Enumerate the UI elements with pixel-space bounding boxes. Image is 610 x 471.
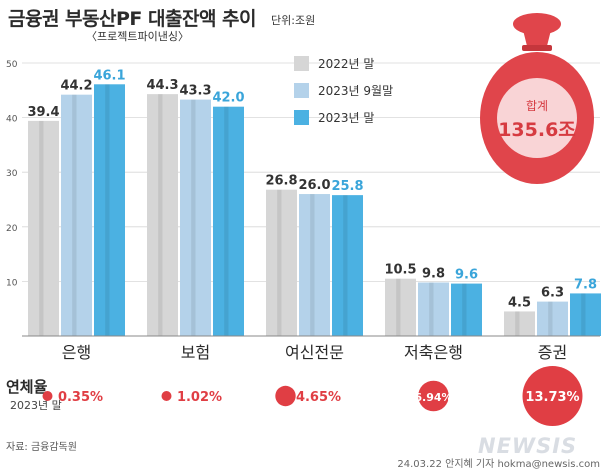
bar-shade bbox=[310, 194, 315, 336]
bag-top bbox=[513, 13, 561, 35]
bar bbox=[332, 195, 363, 336]
category-label: 저축은행 bbox=[404, 343, 463, 362]
bar bbox=[266, 189, 297, 336]
bar bbox=[299, 194, 330, 336]
legend-item: 2023년 말 bbox=[294, 104, 393, 131]
data-label: 26.8 bbox=[265, 174, 297, 189]
data-label: 10.5 bbox=[384, 263, 416, 278]
unit-label: 단위:조원 bbox=[271, 14, 316, 27]
credit-line: 24.03.22 안지혜 기자 hokma@newsis.com bbox=[397, 459, 600, 470]
bar bbox=[180, 99, 211, 336]
bar-shade bbox=[191, 99, 196, 336]
delinquency-subtitle: 2023년 말 bbox=[10, 399, 62, 412]
delinquency-value: 1.02% bbox=[177, 390, 222, 405]
delinquency-dot bbox=[42, 391, 53, 401]
delinquency-value: 0.35% bbox=[58, 390, 103, 405]
data-label: 42.0 bbox=[212, 91, 244, 106]
legend-item: 2023년 9월말 bbox=[294, 77, 393, 104]
bar-shade bbox=[343, 195, 348, 336]
y-tick-label: 40 bbox=[6, 115, 18, 125]
chart-subtitle: 〈프로젝트파이낸싱〉 bbox=[86, 30, 189, 43]
legend-label: 2023년 9월말 bbox=[318, 84, 394, 98]
y-tick-label: 50 bbox=[6, 60, 18, 70]
legend-label: 2022년 말 bbox=[318, 57, 375, 71]
newsis-watermark: NEWSIS bbox=[478, 434, 578, 458]
data-label: 26.0 bbox=[298, 178, 330, 193]
bar bbox=[537, 301, 568, 336]
bar bbox=[570, 293, 601, 336]
category-label: 여신전문 bbox=[285, 343, 344, 362]
bar-shade bbox=[39, 120, 44, 336]
data-label: 9.6 bbox=[455, 268, 478, 283]
delinquency-value: 4.65% bbox=[296, 390, 341, 405]
bar-shade bbox=[548, 301, 553, 336]
delinquency-dot bbox=[275, 385, 296, 407]
source-note: 자료: 금융감독원 bbox=[6, 442, 77, 453]
bag-value: 135.6조 bbox=[498, 119, 576, 141]
bar-shade bbox=[462, 283, 467, 336]
bar bbox=[94, 84, 125, 336]
data-label: 39.4 bbox=[27, 105, 59, 120]
bag-inner-circle bbox=[497, 78, 577, 158]
data-label: 46.1 bbox=[93, 68, 125, 83]
bar-shade bbox=[105, 84, 110, 336]
bar bbox=[28, 120, 59, 336]
bar bbox=[147, 94, 178, 336]
bar bbox=[504, 311, 535, 336]
delinquency-value: 6.94% bbox=[414, 391, 452, 404]
data-label: 9.8 bbox=[422, 266, 445, 281]
chart-title: 금융권 부동산PF 대출잔액 추이 bbox=[8, 8, 257, 30]
legend-swatch-2022 bbox=[294, 56, 309, 71]
data-label: 44.3 bbox=[146, 78, 178, 93]
data-label: 4.5 bbox=[508, 295, 531, 310]
delinquency-dot bbox=[522, 366, 583, 426]
legend-swatch-2023-sep bbox=[294, 83, 309, 98]
bar bbox=[451, 283, 482, 336]
y-tick-label: 10 bbox=[6, 278, 18, 288]
bag-label: 합계 bbox=[526, 99, 548, 113]
bar bbox=[61, 94, 92, 336]
data-label: 7.8 bbox=[574, 277, 597, 292]
bar bbox=[213, 106, 244, 337]
bar-shade bbox=[277, 189, 282, 336]
legend: 2022년 말 2023년 9월말 2023년 말 bbox=[294, 50, 393, 131]
bar-shade bbox=[396, 278, 401, 336]
bar-shade bbox=[429, 282, 434, 336]
y-tick-label: 30 bbox=[6, 169, 18, 179]
bar bbox=[418, 282, 449, 336]
delinquency-dot bbox=[418, 380, 449, 412]
data-label: 43.3 bbox=[179, 84, 211, 99]
category-label: 은행 bbox=[62, 343, 91, 362]
delinquency-value: 13.73% bbox=[525, 390, 579, 405]
bar-shade bbox=[515, 311, 520, 336]
bar-shade bbox=[72, 94, 77, 336]
legend-swatch-2023-end bbox=[294, 110, 309, 125]
bag-tie bbox=[522, 45, 552, 51]
delinquency-title: 연체율 bbox=[6, 378, 48, 396]
bar-shade bbox=[158, 94, 163, 336]
bar-shade bbox=[581, 293, 586, 336]
category-label: 보험 bbox=[181, 343, 210, 362]
bar-shade bbox=[224, 106, 229, 337]
data-label: 44.2 bbox=[60, 79, 92, 94]
data-label: 25.8 bbox=[331, 179, 363, 194]
delinquency-dot bbox=[161, 391, 172, 401]
y-tick-label: 20 bbox=[6, 224, 18, 234]
bar bbox=[385, 278, 416, 336]
data-label: 6.3 bbox=[541, 286, 564, 301]
legend-label: 2023년 말 bbox=[318, 111, 375, 125]
legend-item: 2022년 말 bbox=[294, 50, 393, 77]
category-label: 증권 bbox=[538, 343, 567, 362]
